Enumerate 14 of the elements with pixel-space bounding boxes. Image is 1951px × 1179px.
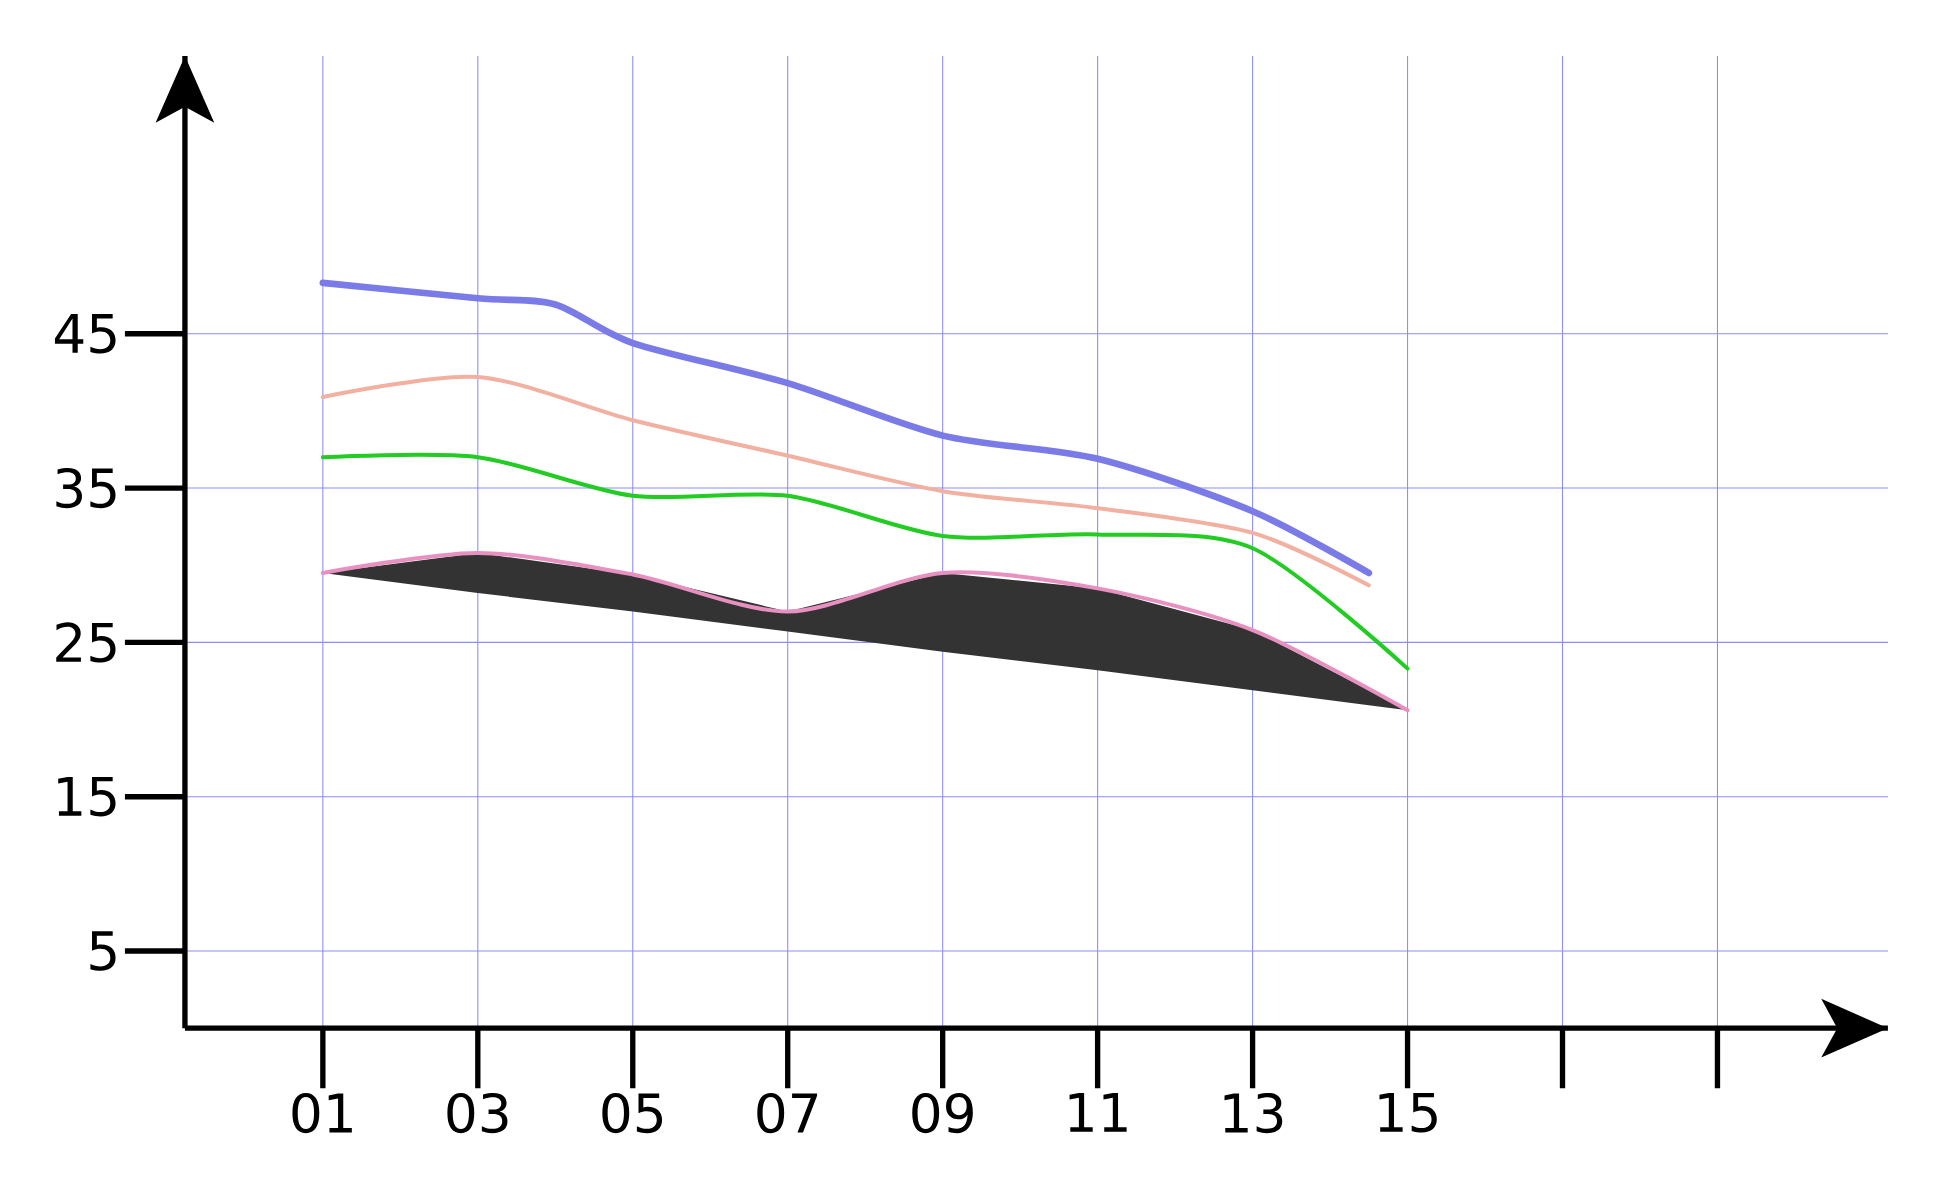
y-tick-label: 15	[58, 776, 116, 817]
y-tick-label: 45	[54, 314, 116, 354]
line-series	[320, 374, 1371, 588]
y-tick-label: 25	[56, 622, 116, 663]
x-tick-label: 11	[1069, 1092, 1127, 1132]
x-tick-label: 15	[1379, 1092, 1437, 1133]
x-tick-label: 13	[1224, 1092, 1283, 1134]
x-tick-label: 07	[757, 1092, 818, 1134]
x-tick-label: 01	[292, 1092, 352, 1134]
y-tick-label: 5	[90, 931, 116, 971]
y-tick-label: 35	[56, 467, 116, 509]
x-tick-label: 05	[602, 1092, 663, 1134]
x-tick-label: 03	[447, 1092, 508, 1134]
x-tick-label: 09	[912, 1092, 973, 1134]
